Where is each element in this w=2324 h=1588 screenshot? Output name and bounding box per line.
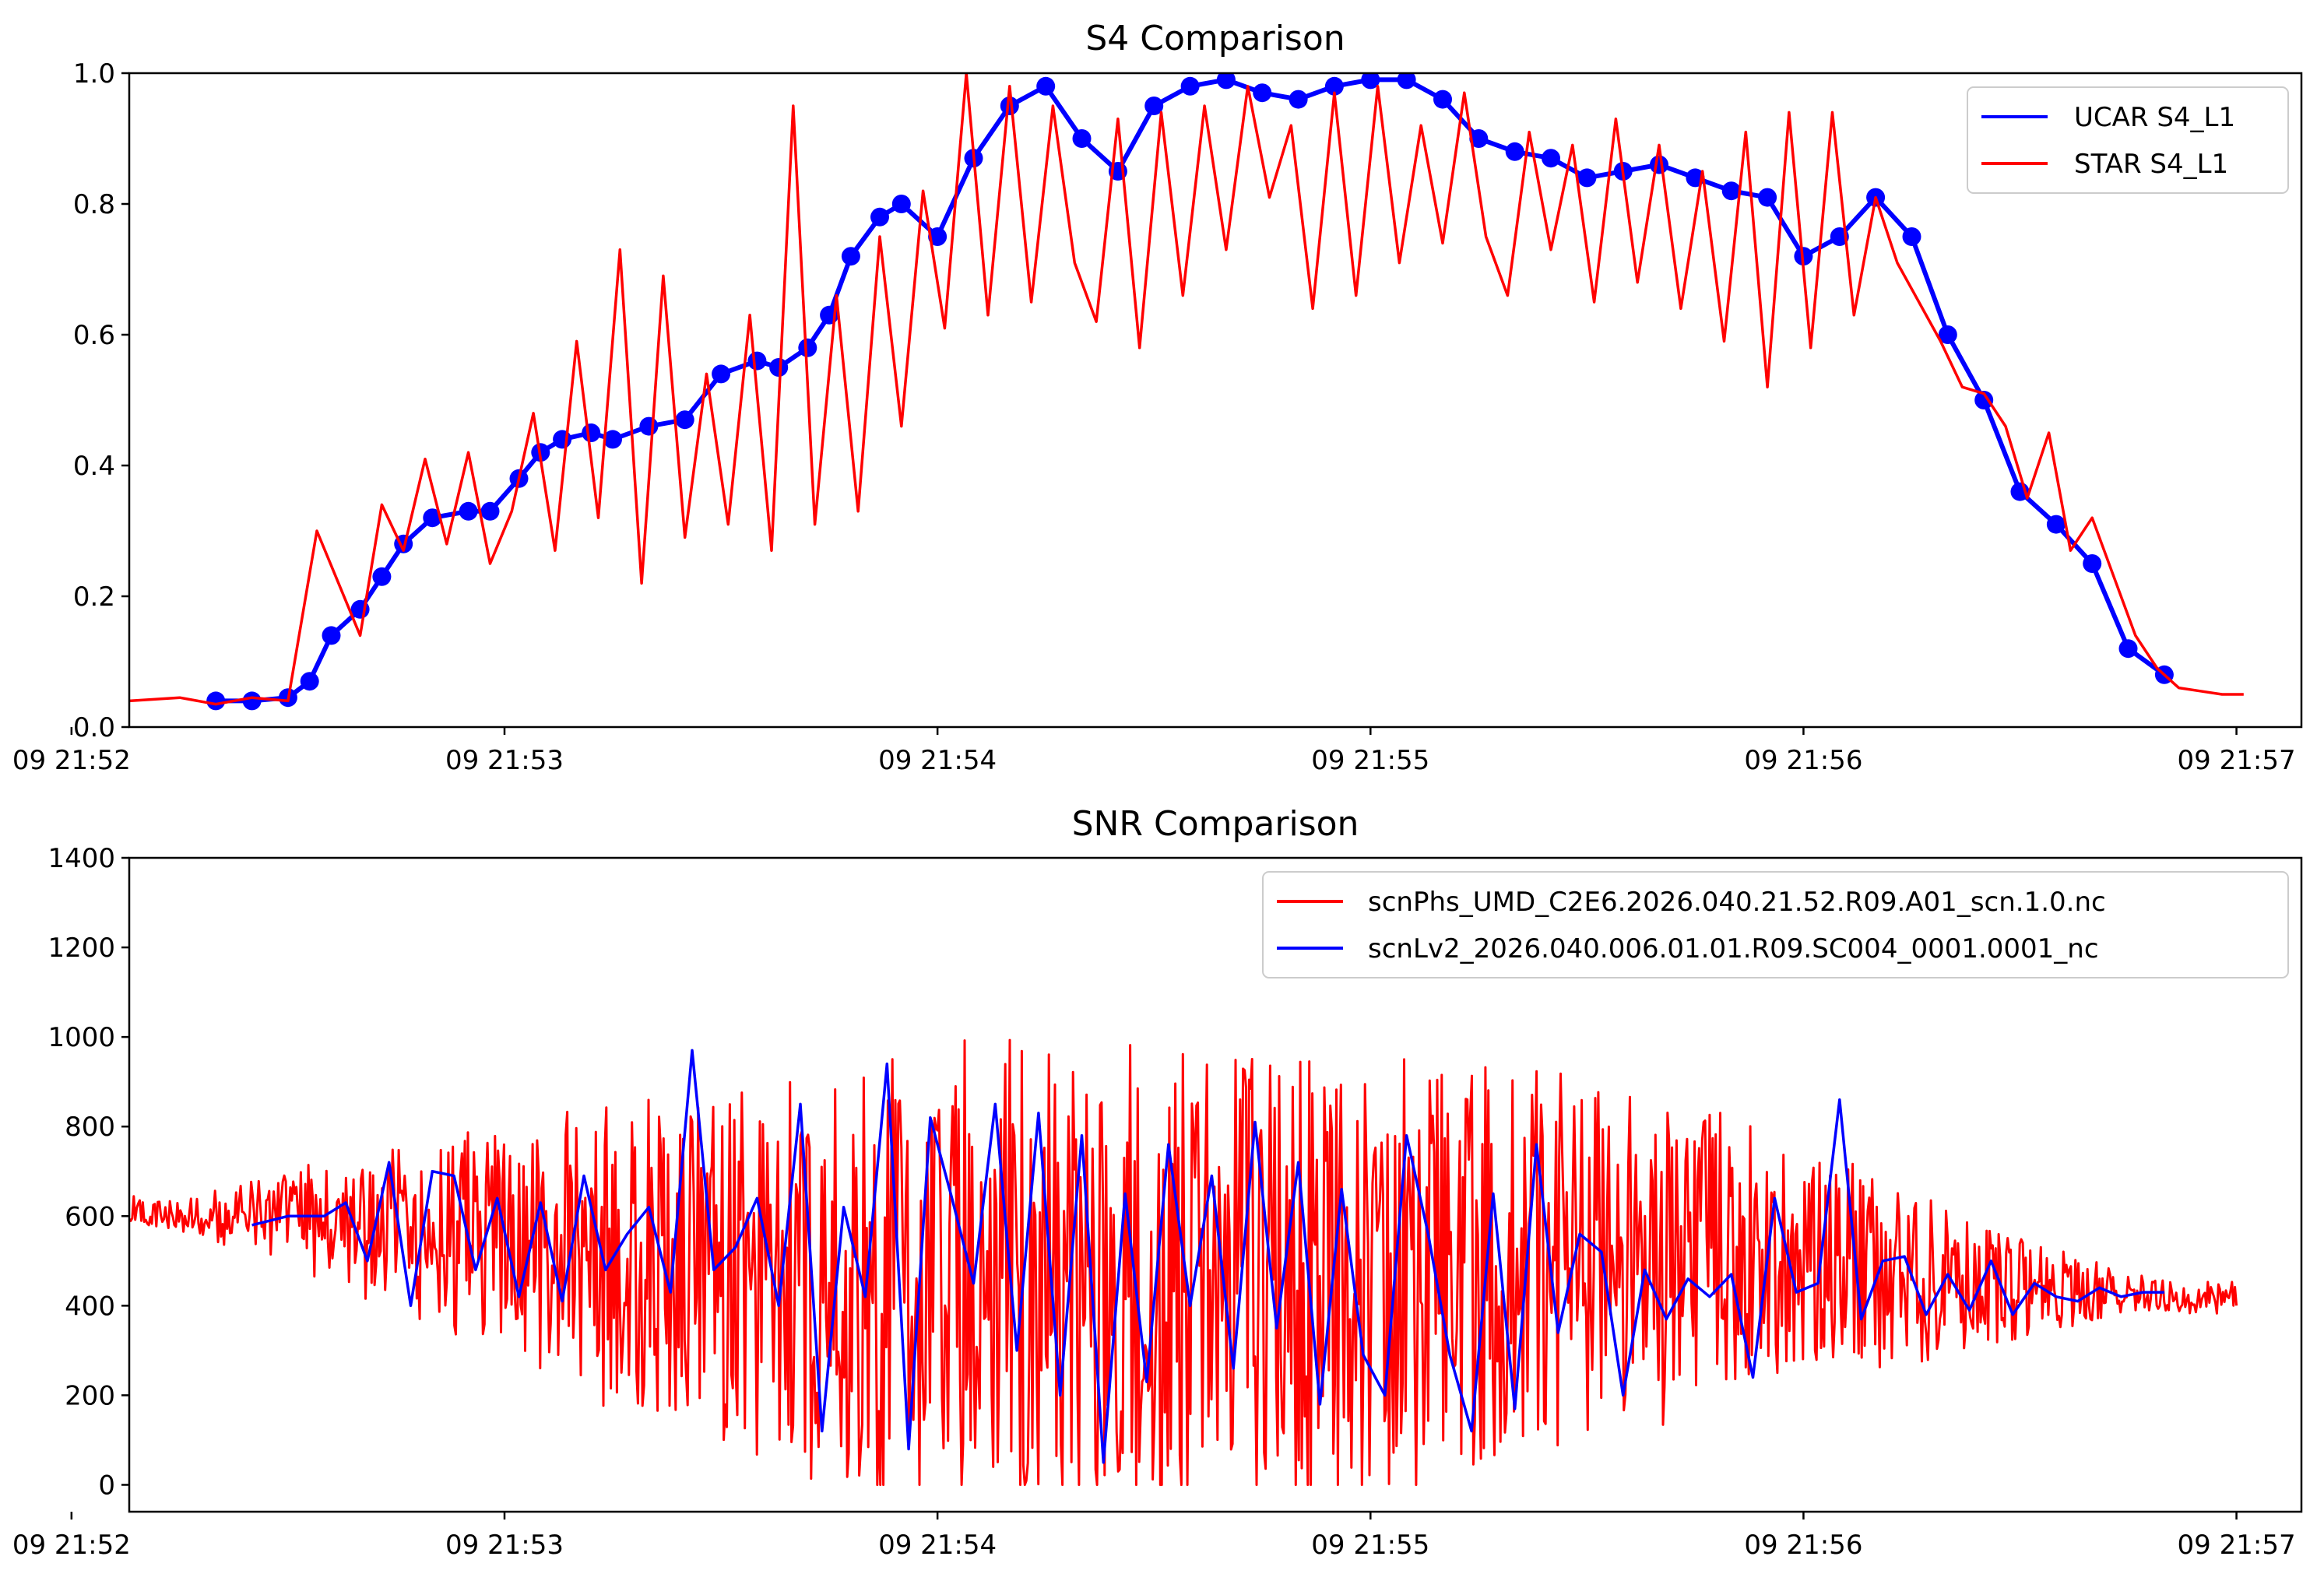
ucar-s4-point: [2046, 515, 2066, 534]
legend-scnphs-label: scnPhs_UMD_C2E6.2026.040.21.52.R09.A01_s…: [1368, 887, 2106, 918]
ucar-s4-point: [2083, 554, 2102, 573]
snr-x-axis: 09 21:52 09 21:53 09 21:54 09 21:55 09 21:56…: [12, 1512, 2296, 1561]
y-tick-label: 600: [65, 1201, 115, 1232]
x-tick-label: 09 21:56: [1744, 1530, 1862, 1561]
x-tick-label: 09 21:55: [1311, 1530, 1429, 1561]
ucar-s4-point: [870, 207, 889, 227]
ucar-s4-point: [928, 227, 948, 246]
s4-series-layer: [129, 73, 2244, 711]
y-tick-label: 0.8: [73, 189, 115, 220]
y-tick-label: 1200: [47, 933, 115, 964]
x-tick-label: 09 21:53: [445, 745, 564, 776]
ucar-s4-point: [1324, 76, 1344, 96]
ucar-s4-point: [459, 501, 478, 521]
scnphs-snr-line: [129, 1038, 2238, 1486]
ucar-s4-point: [582, 423, 601, 442]
ucar-s4-point: [423, 508, 442, 528]
ucar-s4-point: [712, 364, 731, 384]
ucar-s4-point: [1721, 181, 1741, 201]
ucar-s4-point: [1542, 149, 1560, 168]
ucar-s4-point: [242, 691, 262, 711]
x-tick-label: 09 21:55: [1311, 745, 1429, 776]
ucar-s4-point: [1974, 391, 1994, 409]
ucar-s4-point: [1180, 76, 1200, 96]
ucar-s4-point: [1253, 83, 1272, 103]
x-tick-label: 09 21:52: [12, 745, 131, 776]
ucar-s4-point: [798, 338, 817, 357]
x-tick-label: 09 21:54: [878, 1530, 997, 1561]
s4-series-clip: [129, 73, 2244, 711]
s4-panel: S4 Comparison 0.0 0.2 0.4 0.6 0.8 1.0 09 21:5…: [12, 19, 2303, 776]
ucar-s4-point: [1433, 90, 1452, 109]
ucar-s4-point: [2118, 639, 2138, 659]
snr-title: SNR Comparison: [1072, 804, 1359, 844]
s4-title: S4 Comparison: [1085, 19, 1345, 58]
snr-series-clip: [129, 1038, 2238, 1486]
legend-scnlv2-label: scnLv2_2026.040.006.01.01.R09.SC004_0001…: [1368, 933, 2099, 964]
snr-legend: scnPhs_UMD_C2E6.2026.040.21.52.R09.A01_s…: [1262, 871, 2289, 978]
x-tick-label: 09 21:52: [12, 1530, 131, 1561]
ucar-s4-point: [1469, 129, 1489, 148]
ucar-s4-point: [1361, 73, 1380, 90]
ucar-s4-point: [206, 691, 226, 711]
ucar-s4-point: [1902, 227, 1921, 246]
x-tick-label: 09 21:57: [2178, 745, 2296, 776]
s4-y-axis: 0.0 0.2 0.4 0.6 0.8 1.0: [73, 58, 129, 743]
ucar-s4-point: [769, 358, 789, 377]
snr-plot-frame: [128, 856, 2303, 1513]
ucar-s4-point: [1758, 188, 1777, 207]
snr-series-layer: [129, 1038, 2238, 1486]
s4-legend-box: [1967, 86, 2289, 194]
y-tick-label: 0.4: [73, 451, 115, 482]
snr-legend-box: [1262, 871, 2289, 978]
s4-x-axis: 09 21:52 09 21:53 09 21:54 09 21:55 09 21:56…: [12, 727, 2296, 776]
ucar-s4-point: [841, 247, 860, 266]
snr-panel: SNR Comparison 0 200 400 600 800 1000 1200 1400…: [12, 804, 2303, 1561]
x-tick-label: 09 21:54: [878, 745, 997, 776]
y-tick-label: 0.2: [73, 581, 115, 613]
ucar-s4-point: [300, 672, 319, 691]
y-tick-label: 0.6: [73, 320, 115, 351]
legend-star-label: STAR S4_L1: [2074, 149, 2228, 180]
y-tick-label: 1.0: [73, 58, 115, 90]
x-tick-label: 09 21:53: [445, 1530, 564, 1561]
y-tick-label: 0.0: [73, 712, 115, 743]
ucar-s4-point: [372, 567, 392, 586]
ucar-s4-point: [1397, 73, 1416, 90]
ucar-s4-point: [603, 430, 622, 449]
x-tick-label: 09 21:57: [2178, 1530, 2296, 1561]
legend-ucar-label: UCAR S4_L1: [2074, 102, 2235, 133]
ucar-s4-point: [1072, 129, 1092, 148]
ucar-s4-point: [675, 410, 694, 430]
y-tick-label: 0: [98, 1470, 115, 1501]
ucar-s4-point: [1216, 73, 1236, 90]
ucar-s4-point: [1650, 155, 1668, 174]
snr-y-axis: 0 200 400 600 800 1000 1200 1400: [47, 843, 129, 1501]
s4-plot-frame: [128, 72, 2303, 729]
ucar-s4-point: [480, 501, 500, 521]
s4-legend: UCAR S4_L1 STAR S4_L1: [1967, 86, 2289, 194]
y-tick-label: 1000: [47, 1022, 115, 1053]
ucar-s4-point: [639, 416, 659, 436]
ucar-s4-point: [322, 626, 341, 645]
ucar-s4-point: [891, 195, 911, 213]
y-tick-label: 1400: [47, 843, 115, 874]
ucar-s4-point: [553, 430, 572, 449]
y-tick-label: 400: [65, 1291, 115, 1322]
ucar-s4-point: [1938, 325, 1957, 344]
x-tick-label: 09 21:56: [1744, 745, 1862, 776]
ucar-s4-point: [747, 351, 767, 371]
ucar-s4-point: [1144, 97, 1164, 115]
ucar-s4-point: [1000, 97, 1019, 115]
scnlv2-snr-line: [251, 1049, 2164, 1464]
y-tick-label: 200: [65, 1380, 115, 1411]
y-tick-label: 800: [65, 1112, 115, 1143]
ucar-s4-point: [1505, 142, 1524, 161]
ucar-s4-point: [1577, 168, 1597, 188]
ucar-s4-point: [1036, 76, 1056, 96]
star-s4-line: [129, 73, 2244, 706]
ucar-s4-point: [1289, 90, 1308, 109]
